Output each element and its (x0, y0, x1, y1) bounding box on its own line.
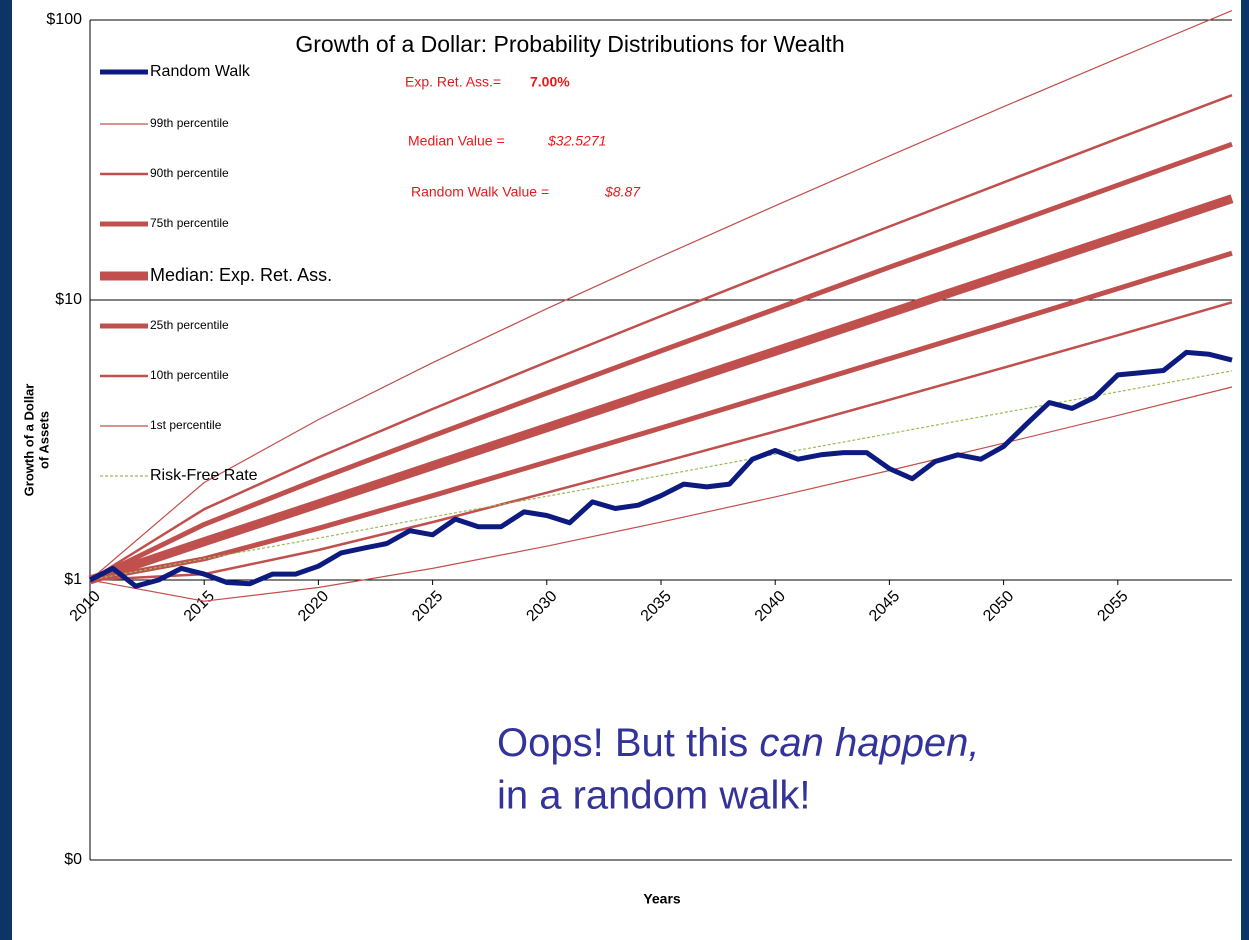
y-tick-label: $100 (46, 11, 82, 28)
annotation-part: Oops! But this (497, 721, 759, 765)
series-line (89, 10, 1233, 581)
annotation: Median Value = (408, 133, 505, 149)
annotation: Random Walk Value = (411, 184, 549, 200)
annotation: $8.87 (604, 184, 641, 200)
annotation: Oops! But this can happen, (497, 721, 980, 765)
legend-label: Median: Exp. Ret. Ass. (150, 265, 332, 285)
series-line (88, 141, 1233, 583)
series-line (88, 194, 1234, 585)
x-axis-label: Years (643, 891, 681, 907)
y-axis-label: Growth of a Dollar (21, 384, 36, 497)
series-line (89, 301, 1233, 582)
legend-label: 75th percentile (150, 216, 229, 230)
y-axis-label: of Assets (36, 411, 51, 469)
annotation: in a random walk! (497, 774, 810, 818)
legend-label: 90th percentile (150, 166, 229, 180)
legend-label: Risk-Free Rate (150, 467, 258, 484)
chart-background (12, 0, 1241, 940)
annotation: $32.5271 (547, 133, 606, 149)
series-line (89, 370, 1233, 581)
y-tick-label: $0 (64, 851, 82, 868)
annotation: Exp. Ret. Ass.= (405, 74, 501, 90)
annotation-part: can happen, (759, 721, 979, 765)
annotation: 7.00% (530, 74, 570, 90)
legend-label: Random Walk (150, 63, 251, 80)
y-tick-label: $1 (64, 571, 82, 588)
series-line (89, 250, 1233, 583)
series-line (89, 386, 1233, 602)
y-tick-label: $10 (55, 291, 82, 308)
legend-label: 1st percentile (150, 418, 222, 432)
legend-label: 10th percentile (150, 368, 229, 382)
legend-label: 99th percentile (150, 116, 229, 130)
chart-title: Growth of a Dollar: Probability Distribu… (295, 31, 844, 57)
series-line (89, 94, 1233, 582)
legend-label: 25th percentile (150, 318, 229, 332)
series-line (88, 349, 1233, 589)
